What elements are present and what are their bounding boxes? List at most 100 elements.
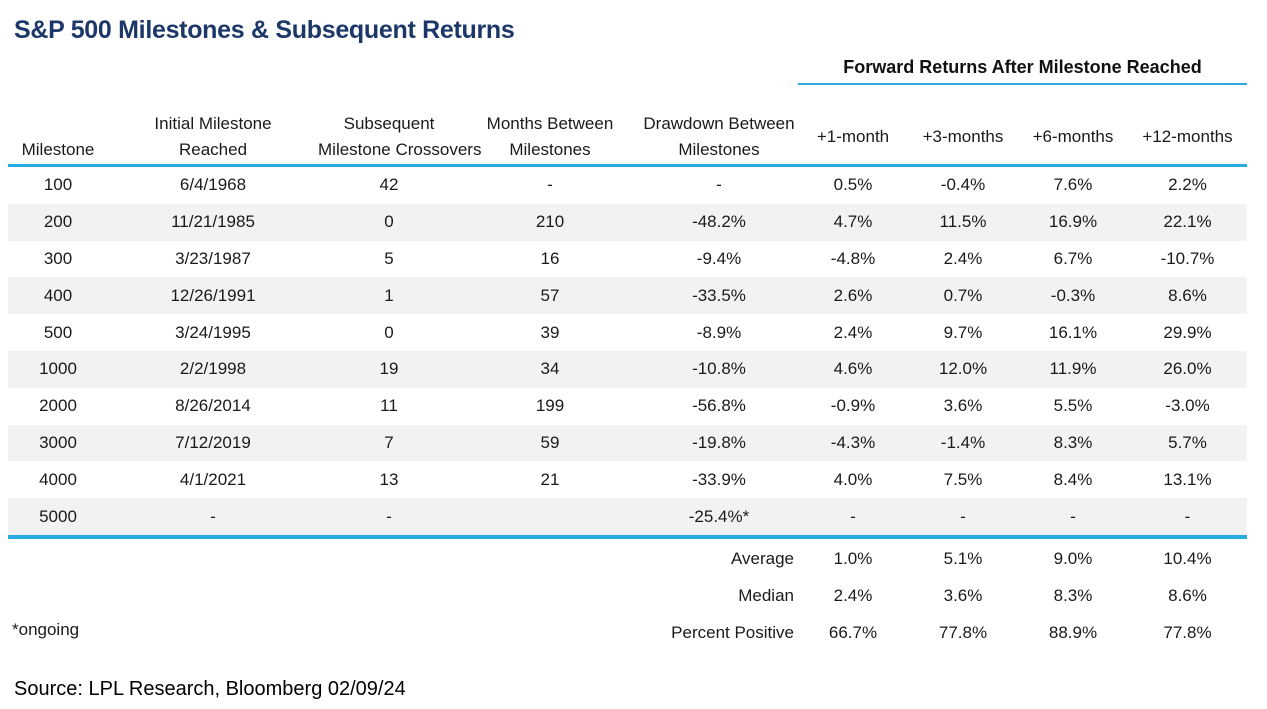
table-cell: - [1070,506,1076,526]
table-cell: -0.4% [940,175,986,195]
table-cell: 39 [540,322,560,342]
summary-cell: 8.6% [1168,585,1207,605]
table-cell: 5.7% [1168,432,1207,452]
column-header-3-months: +3-months [908,96,1018,163]
column-header-initial-milestone-reached: Initial Milestone Reached [108,96,318,163]
summary-cell: 66.7% [828,622,878,642]
table-cell: 6.7% [1053,248,1093,268]
summary-cell: 77.8% [1163,622,1212,642]
table-cell: 19 [379,359,399,379]
table-row: 400 12/26/1991 1 57 -33.5% 2.6% 0.7% -0.3% 8.6% [8,277,1247,315]
table-cell: 3/23/1987 [175,248,251,268]
table-cell: 4.0% [833,469,873,489]
table-cell: 6/4/1968 [179,175,247,195]
summary-cell: 9.0% [1053,548,1093,568]
summary-cell: 1.0% [833,548,873,568]
column-header-line: Milestones [509,140,591,159]
table-body: 100 6/4/1968 42- -0.5% -0.4% 7.6% 2.2% 200 11/21… [8,167,1247,535]
table-cell: 2.6% [833,285,873,305]
table-cell: 5.5% [1053,396,1093,416]
table-cell: 16 [540,248,560,268]
table-cell: 4/1/2021 [179,469,247,489]
table-cell: -48.2% [692,212,746,232]
table-cell: 9.7% [943,322,983,342]
table-cell: - [850,506,856,526]
summary-cell: 5.1% [943,548,983,568]
table-cell: - [1184,506,1191,526]
column-header-drawdown-between-milestones: Drawdown Between Milestones [640,96,798,163]
table-cell: 100 [43,175,73,195]
table-cell: 400 [43,285,73,305]
summary-row: Median 2.4% 3.6% 8.3% 8.6% [8,577,1247,614]
table-cell: - [547,175,553,195]
summary-cell: 77.8% [938,622,988,642]
table-cell: 13 [379,469,399,489]
table-cell: 2/2/1998 [179,359,247,379]
column-header-6-months: +6-months [1018,96,1128,163]
summary-row: Percent Positive 66.7% 77.8% 88.9% 77.8% [8,614,1247,651]
table-cell: 42 [379,175,399,195]
table-cell: 0 [384,322,394,342]
table-cell: 3000 [39,432,77,452]
table-cell: -33.5% [692,285,746,305]
table-cell: 59 [540,432,560,452]
table-cell: -4.3% [830,432,876,452]
table-cell: 7 [384,432,394,452]
table-cell: -8.9% [696,322,742,342]
table-cell: 12/26/1991 [170,285,256,305]
column-header-line: Milestone [21,140,95,159]
table-cell: 199 [535,396,565,416]
table-row: 100 6/4/1968 42 - - 0.5% -0.4% 7.6% 2.2% [8,167,1247,204]
table-cell: 26.0% [1163,359,1212,379]
table-cell: -9.4% [696,248,742,268]
table-cell: -0.9% [830,396,876,416]
table-cell: -10.8% [692,359,746,379]
table-row: 200 11/21/1985 0 210 -48.2% 4.7% 11.5% 16.9% 22.… [8,203,1247,241]
table-cell: 3.6% [943,396,983,416]
table-cell: 21 [540,469,560,489]
column-header-line: Subsequent [343,114,435,133]
table-cell: 8/26/2014 [175,396,251,416]
column-header-months-between-milestones: Months Between Milestones [460,96,640,163]
table-cell: 5 [384,248,394,268]
table-cell: - [210,506,216,526]
table-cell: -25.4%* [688,506,750,526]
table-cell: -4.8% [830,248,876,268]
table-cell: -3.0% [1165,396,1210,416]
table-cell: 7.5% [943,469,983,489]
group-header-underline [798,83,1247,85]
table-row: 3000 7/12/2019 7 59 -19.8% -4.3% -1.4% 8.3% 5.7% [8,424,1247,462]
table-cell: - [386,506,392,526]
table-cell: 12.0% [938,359,988,379]
column-header-line: +1-month [816,127,890,146]
table-cell: 11 [380,396,398,416]
table-cell: 34 [540,359,560,379]
table-cell: 500 [43,322,73,342]
column-header-line: Reached [178,140,248,159]
summary-body: Average 1.0% 5.1% 9.0% 10.4% Median 2.4% 3.6% 8.… [8,540,1247,651]
table-cell: 4000 [39,469,77,489]
table-cell: 2000 [39,396,77,416]
table-cell: 3/24/1995 [175,322,251,342]
table-cell: 300 [43,248,73,268]
table-cell: 11.5% [939,212,987,232]
table-cell: 29.9% [1163,322,1212,342]
source-line: Source: LPL Research, Bloomberg 02/09/24 [14,678,406,700]
table-cell: 4.7% [833,212,873,232]
table-cell: 16.1% [1048,322,1098,342]
table-cell: 8.4% [1053,469,1093,489]
table-header-divider [8,164,1247,167]
table-cell: 8.3% [1053,432,1093,452]
table-cell: - [716,175,722,195]
table-cell: 7.6% [1053,175,1093,195]
table-row: 1000 2/2/1998 19 34 -10.8% 4.6% 12.0% 11.9% 26.0… [8,350,1247,388]
column-header-line: +6-months [1032,127,1114,146]
summary-label: Average [730,548,794,568]
table-cell: 4.6% [833,359,873,379]
column-header-line: Milestones [678,140,760,159]
table-cell: -0.3% [1050,285,1096,305]
table-cell: 13.1% [1163,469,1212,489]
table-cell: 8.6% [1168,285,1207,305]
table-cell: -1.4% [940,432,986,452]
